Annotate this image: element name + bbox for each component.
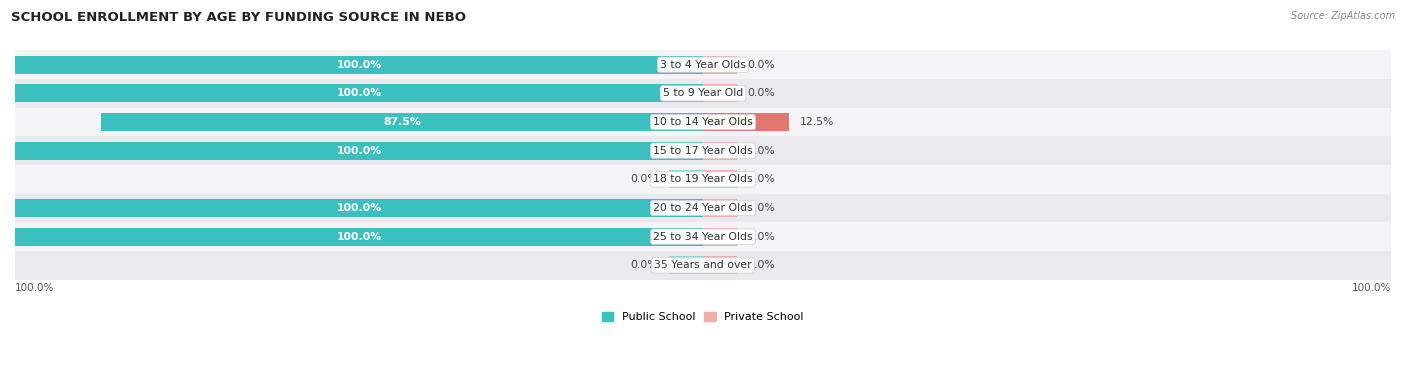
Bar — [15, 194, 1391, 222]
Text: 100.0%: 100.0% — [336, 60, 381, 70]
Text: 100.0%: 100.0% — [336, 203, 381, 213]
Bar — [703, 170, 737, 188]
Bar — [15, 199, 703, 217]
Bar — [703, 199, 737, 217]
Text: 20 to 24 Year Olds: 20 to 24 Year Olds — [654, 203, 752, 213]
Text: 0.0%: 0.0% — [748, 231, 776, 242]
Bar — [703, 142, 737, 159]
Text: 100.0%: 100.0% — [336, 146, 381, 156]
Bar — [669, 256, 703, 274]
Text: 10 to 14 Year Olds: 10 to 14 Year Olds — [654, 117, 752, 127]
Text: 0.0%: 0.0% — [748, 203, 776, 213]
Text: 0.0%: 0.0% — [748, 174, 776, 184]
Text: 35 Years and over: 35 Years and over — [654, 260, 752, 270]
Text: 0.0%: 0.0% — [748, 60, 776, 70]
Bar — [15, 228, 703, 245]
Text: 0.0%: 0.0% — [748, 88, 776, 98]
Bar — [703, 256, 737, 274]
Bar — [703, 113, 789, 131]
Text: 100.0%: 100.0% — [15, 283, 55, 293]
Bar — [15, 108, 1391, 136]
Text: 100.0%: 100.0% — [336, 231, 381, 242]
Text: Source: ZipAtlas.com: Source: ZipAtlas.com — [1291, 11, 1395, 21]
Text: 12.5%: 12.5% — [800, 117, 834, 127]
Text: 100.0%: 100.0% — [1351, 283, 1391, 293]
Bar — [703, 228, 737, 245]
Text: 3 to 4 Year Olds: 3 to 4 Year Olds — [659, 60, 747, 70]
Bar — [15, 136, 1391, 165]
Text: 0.0%: 0.0% — [630, 174, 658, 184]
Bar — [703, 84, 737, 102]
Text: SCHOOL ENROLLMENT BY AGE BY FUNDING SOURCE IN NEBO: SCHOOL ENROLLMENT BY AGE BY FUNDING SOUR… — [11, 11, 467, 24]
Text: 0.0%: 0.0% — [748, 146, 776, 156]
Text: 0.0%: 0.0% — [748, 260, 776, 270]
Bar — [15, 79, 1391, 108]
Text: 5 to 9 Year Old: 5 to 9 Year Old — [662, 88, 744, 98]
Bar — [15, 251, 1391, 280]
Legend: Public School, Private School: Public School, Private School — [598, 307, 808, 326]
Text: 25 to 34 Year Olds: 25 to 34 Year Olds — [654, 231, 752, 242]
Bar — [15, 165, 1391, 194]
Bar — [15, 84, 703, 102]
Bar — [15, 222, 1391, 251]
Bar — [703, 56, 737, 74]
Text: 100.0%: 100.0% — [336, 88, 381, 98]
Bar — [15, 56, 703, 74]
Text: 0.0%: 0.0% — [630, 260, 658, 270]
Bar — [669, 170, 703, 188]
Bar — [15, 142, 703, 159]
Bar — [15, 51, 1391, 79]
Text: 87.5%: 87.5% — [382, 117, 420, 127]
Text: 15 to 17 Year Olds: 15 to 17 Year Olds — [654, 146, 752, 156]
Bar — [101, 113, 703, 131]
Text: 18 to 19 Year Olds: 18 to 19 Year Olds — [654, 174, 752, 184]
